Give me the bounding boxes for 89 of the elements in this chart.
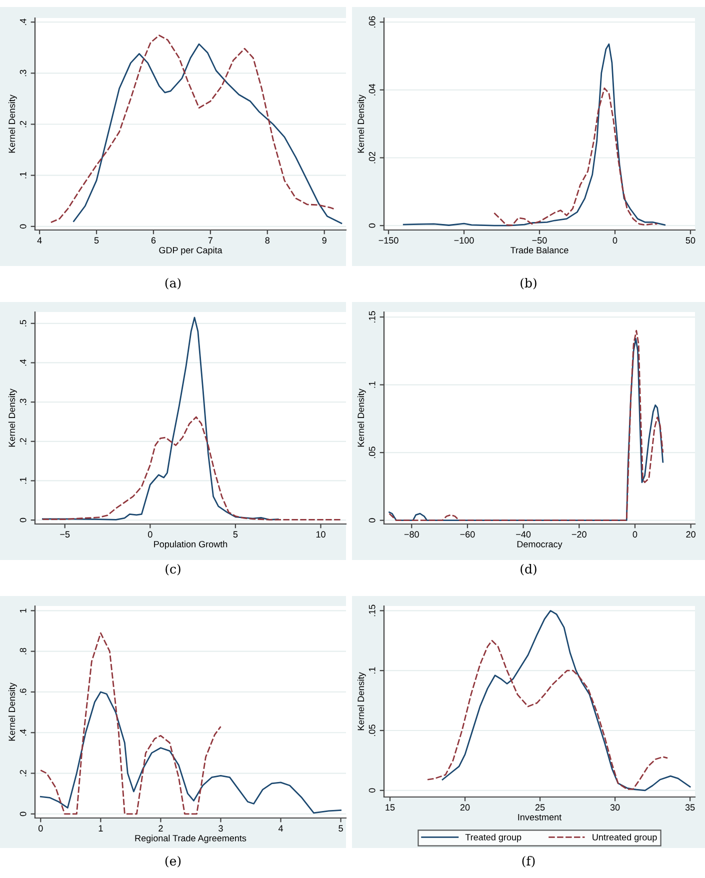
x-axis-title: GDP per Capita [159,246,222,256]
legend-label: Untreated group [592,834,657,842]
x-tick-label: 2 [158,825,163,832]
y-tick-label: 1 [20,608,26,612]
x-tick-label: 0 [38,825,43,832]
y-tick-label: .4 [20,18,26,26]
x-tick-label: −100 [454,237,474,244]
x-tick-label: 5 [338,825,343,832]
text: (c) [166,564,180,576]
y-tick-label: .05 [368,724,376,736]
x-tick-label: 0 [148,531,152,538]
line-series [40,691,342,814]
y-tick-label: .2 [20,770,26,776]
text: (e) [165,856,181,868]
x-tick-label: 9 [322,237,326,244]
x-tick-label: 10 [316,531,326,538]
y-tick-label: 0 [368,518,376,522]
line-series [494,88,658,226]
y-tick-label: 0 [20,518,26,522]
x-axis-title: Regional Trade Agreements [135,834,246,844]
y-tick-label: .1 [20,477,26,484]
line-series [426,640,668,790]
x-tick-label: 35 [685,804,695,811]
x-axis-title: Population Growth [154,540,228,550]
y-tick-label: .3 [20,70,26,76]
x-tick-label: −5 [60,531,70,538]
line-series [42,316,279,520]
x-tick-label: −150 [378,237,398,244]
y-tick-label: .1 [20,172,26,178]
text: (b) [520,278,536,290]
x-tick-label: 8 [265,237,270,244]
y-tick-label: .3 [20,398,26,406]
x-axis-title: Democracy [517,541,562,550]
y-tick-label: .4 [20,359,26,366]
line-series [442,610,691,792]
y-tick-label: .02 [368,152,376,164]
y-tick-label: .1 [368,381,376,388]
legend-label: Treated group [465,834,522,842]
y-tick-label: .2 [20,438,26,444]
x-tick-label: −60 [460,531,475,538]
x-tick-label: −40 [516,531,531,538]
y-tick-label: .04 [368,84,376,96]
y-tick-label: 0 [20,812,26,816]
y-tick-label: .15 [368,604,376,616]
x-tick-label: 6 [151,237,156,244]
x-tick-label: 1 [98,825,103,832]
y-tick-label: .2 [20,120,26,128]
y-axis-title: Kernel Density [357,94,366,153]
x-tick-label: 3 [218,825,223,832]
y-axis-title: Kernel Density [8,94,17,153]
line-series [42,416,343,520]
x-tick-label: 20 [686,531,696,538]
y-axis-title: Kernel Density [8,682,17,741]
x-axis-title: Trade Balance [510,246,568,254]
x-tick-label: −50 [532,237,547,244]
y-tick-label: 0 [368,223,376,228]
x-tick-label: 50 [686,237,696,244]
x-tick-label: 4 [37,237,42,244]
x-tick-label: 15 [386,804,395,811]
y-tick-label: .5 [20,320,26,326]
text: (a) [165,278,181,290]
x-tick-label: 5 [233,531,238,538]
x-tick-label: 25 [535,804,545,811]
text: (d) [520,564,536,576]
y-tick-label: .15 [368,311,376,322]
y-axis-title: Kernel Density [357,388,366,447]
y-axis-title: Kernel Density [8,388,17,447]
x-axis-title: Investment [518,814,562,820]
x-tick-label: −80 [404,531,419,538]
x-tick-label: 30 [610,804,620,811]
y-tick-label: .06 [368,16,376,28]
line-series [40,632,222,815]
y-tick-label: .8 [20,648,26,654]
x-tick-label: 7 [208,237,212,244]
x-tick-label: 0 [632,531,638,538]
y-tick-label: 0 [368,788,376,793]
x-tick-label: 20 [460,804,470,811]
y-tick-label: .6 [20,688,26,695]
x-tick-label: 5 [94,237,99,244]
y-tick-label: .4 [20,729,26,736]
y-tick-label: .1 [368,667,376,674]
y-tick-label: .05 [368,446,376,458]
y-axis-title: Kernel Density [357,672,366,730]
line-series [402,43,666,226]
y-tick-label: 0 [20,224,26,229]
text: (f) [522,856,535,868]
x-tick-label: 4 [278,825,283,832]
x-tick-label: 0 [612,237,618,244]
x-tick-label: −20 [572,531,586,538]
